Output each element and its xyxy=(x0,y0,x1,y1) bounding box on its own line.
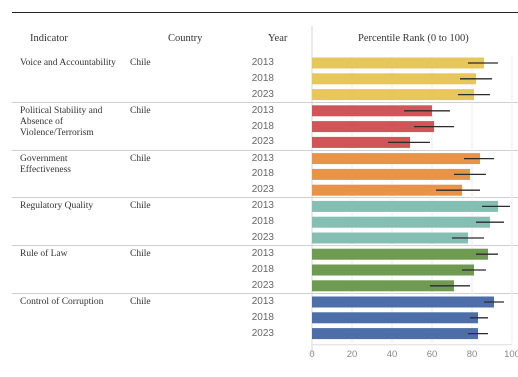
year-label: 2013 xyxy=(251,57,274,68)
bar xyxy=(312,153,480,165)
x-tick-label: 40 xyxy=(387,349,398,360)
year-label: 2023 xyxy=(251,184,274,196)
bar xyxy=(312,200,498,212)
indicator-label: Control of Corruption xyxy=(20,297,104,307)
year-label: 2023 xyxy=(251,327,274,339)
indicator-label: Political Stability and Absence of Viole… xyxy=(20,105,103,138)
group-separator xyxy=(12,245,518,247)
bar xyxy=(312,312,478,324)
year-label: 2018 xyxy=(251,120,274,132)
group-separator xyxy=(12,101,518,103)
indicator-label: Government Effectiveness xyxy=(20,153,71,175)
year-label: 2023 xyxy=(251,232,274,243)
group-separator xyxy=(12,149,518,151)
x-tick-label: 80 xyxy=(467,349,478,360)
country-label: Chile xyxy=(130,105,151,116)
bar xyxy=(312,248,488,260)
bar xyxy=(312,105,432,117)
bar xyxy=(312,184,462,196)
country-label: Chile xyxy=(130,58,151,68)
year-label: 2013 xyxy=(251,296,274,307)
header-percentile-rank: Percentile Rank (0 to 100) xyxy=(358,33,469,44)
x-tick-label: 0 xyxy=(309,349,314,360)
year-label: 2018 xyxy=(251,264,274,275)
year-label: 2013 xyxy=(251,152,274,164)
bar xyxy=(312,264,474,276)
bar xyxy=(312,73,476,85)
year-label: 2023 xyxy=(251,88,274,100)
bar xyxy=(312,57,484,69)
country-label: Chile xyxy=(130,201,151,212)
year-label: 2013 xyxy=(251,200,274,212)
year-label: 2013 xyxy=(251,104,274,116)
year-label: 2018 xyxy=(251,168,274,180)
bar xyxy=(312,168,470,180)
x-tick-label: 100 xyxy=(504,349,518,360)
header-year: Year xyxy=(268,33,288,44)
bar xyxy=(312,296,494,308)
bar xyxy=(312,216,490,228)
header-country: Country xyxy=(168,33,203,44)
year-label: 2018 xyxy=(251,72,274,84)
indicator-label: Voice and Accountability xyxy=(20,58,116,68)
bar xyxy=(312,89,474,101)
header-indicator: Indicator xyxy=(30,33,68,44)
year-label: 2023 xyxy=(251,279,274,291)
year-label: 2018 xyxy=(251,311,274,323)
country-label: Chile xyxy=(130,153,151,164)
group-separator xyxy=(12,293,518,294)
x-tick-label: 20 xyxy=(347,349,358,360)
indicator-label: Regulatory Quality xyxy=(20,201,94,212)
x-tick-label: 60 xyxy=(427,349,438,360)
bar xyxy=(312,136,410,148)
top-rule xyxy=(12,12,518,13)
year-label: 2013 xyxy=(251,248,274,260)
bar xyxy=(312,232,468,244)
bar xyxy=(312,328,478,340)
indicator-label: Rule of Law xyxy=(20,249,68,260)
year-label: 2023 xyxy=(251,136,274,148)
group-separator xyxy=(12,197,518,199)
year-label: 2018 xyxy=(251,216,274,228)
bar xyxy=(312,121,434,133)
country-label: Chile xyxy=(130,249,151,260)
bar xyxy=(312,280,454,292)
country-label: Chile xyxy=(130,297,151,307)
